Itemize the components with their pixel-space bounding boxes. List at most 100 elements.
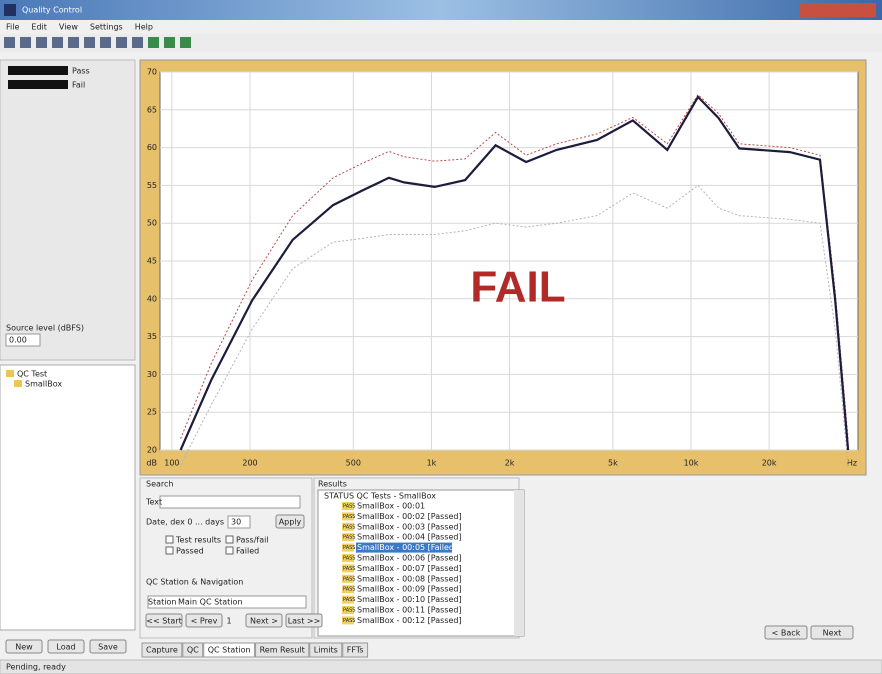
tab-label[interactable]: Limits [314,646,338,655]
result-item[interactable]: SmallBox - 00:03 [Passed] [357,522,462,531]
tab-label[interactable]: QC Station [208,646,251,655]
nav-button-label[interactable]: Next > [250,617,278,626]
status-text: PASS [343,566,355,572]
result-item[interactable]: SmallBox - 00:02 [Passed] [357,512,462,521]
y-tick-label: 45 [147,257,157,266]
checkbox[interactable] [225,535,234,544]
menu-item[interactable]: File [6,23,19,32]
result-item[interactable]: SmallBox - 00:09 [Passed] [357,585,462,594]
tab[interactable] [141,642,183,658]
result-item[interactable]: SmallBox - 00:11 [Passed] [357,606,462,615]
section-title: QC Station & Navigation [146,578,243,587]
tab[interactable] [342,642,369,658]
toolbar-icon[interactable] [4,37,15,48]
wizard-button[interactable] [764,625,808,640]
left-button[interactable] [89,639,127,654]
nav-button[interactable] [185,613,223,628]
nav-button[interactable] [285,613,323,628]
checkbox[interactable] [165,535,174,544]
toolbar-icon[interactable] [84,37,95,48]
wizard-button-label[interactable]: < Back [772,629,801,638]
menu-item[interactable]: View [59,23,78,32]
left-button-label[interactable]: Save [98,643,118,652]
level-input[interactable] [5,333,41,347]
tab-label[interactable]: Capture [146,646,178,655]
checkbox[interactable] [225,546,234,555]
result-item[interactable]: SmallBox - 00:12 [Passed] [357,616,462,625]
tab-label[interactable]: Rem Result [260,646,305,655]
tab[interactable] [203,642,256,658]
wizard-button-label[interactable]: Next [823,629,842,638]
checkbox-label[interactable]: Test results [175,536,221,545]
toolbar-icon[interactable] [180,37,191,48]
result-item[interactable]: SmallBox - 00:05 [Failed] [357,543,457,552]
series-line [180,184,849,466]
result-item[interactable]: SmallBox - 00:01 [357,502,425,511]
field-label: Station [148,598,176,607]
status-badge [342,585,354,594]
toolbar-icon[interactable] [116,37,127,48]
scrollbar[interactable] [514,490,524,636]
y-tick-label: 50 [147,219,157,228]
status-badge [342,606,354,614]
status-text: PASS [343,597,355,603]
nav-button[interactable] [145,613,183,628]
left-button[interactable] [5,639,43,654]
left-button-label[interactable]: New [15,643,33,652]
toolbar-icon[interactable] [52,37,63,48]
apply-button[interactable] [275,514,305,529]
toolbar-icon[interactable] [36,37,47,48]
tab-label[interactable]: FFTs [347,646,364,655]
nav-button[interactable] [245,613,283,628]
tab[interactable] [255,642,310,658]
result-item[interactable]: SmallBox - 00:06 [Passed] [357,554,462,563]
toolbar-icon[interactable] [100,37,111,48]
toolbar-icon[interactable] [68,37,79,48]
checkbox-label[interactable]: Passed [176,547,204,556]
toolbar-icon[interactable] [164,37,175,48]
tree-item[interactable]: SmallBox [25,380,62,389]
date-value[interactable]: 30 [231,518,241,527]
result-item[interactable]: SmallBox - 00:10 [Passed] [357,595,462,604]
date-input[interactable] [227,515,251,529]
selection [356,542,452,553]
tab[interactable] [182,642,204,658]
toolbar-icon[interactable] [20,37,31,48]
menu-item[interactable]: Settings [90,23,123,32]
tab[interactable] [309,642,343,658]
tab-label[interactable]: QC [187,646,199,655]
title-bar [0,0,882,20]
menu-item[interactable]: Help [135,23,153,32]
menu-item[interactable]: Edit [31,23,47,32]
checkbox-label[interactable]: Failed [236,547,259,556]
left-button-label[interactable]: Load [56,643,75,652]
result-item[interactable]: SmallBox - 00:07 [Passed] [357,564,462,573]
wizard-button[interactable] [810,625,854,640]
text-input[interactable] [159,495,301,509]
checkbox[interactable] [165,546,174,555]
results-root[interactable]: STATUS QC Tests - SmallBox [324,492,436,501]
toolbar-icon[interactable] [148,37,159,48]
left-button[interactable] [47,639,85,654]
toolbar-icon[interactable] [132,37,143,48]
status-text: PASS [343,514,355,520]
nav-button-label[interactable]: < Prev [191,617,218,626]
status-badge [342,543,354,552]
nav-button-label[interactable]: << Start [146,617,182,626]
checkbox-label[interactable]: Pass/fail [236,536,269,545]
window-controls[interactable] [800,3,876,17]
legend-label: Fail [72,81,85,90]
result-item[interactable]: SmallBox - 00:04 [Passed] [357,533,462,542]
series-line [179,95,850,451]
tree-item[interactable]: QC Test [17,370,47,379]
apply-button-label[interactable]: Apply [279,518,302,527]
station-select[interactable] [147,595,307,609]
nav-button-label[interactable]: Last >> [288,617,321,626]
level-value[interactable]: 0.00 [9,336,27,345]
result-item[interactable]: SmallBox - 00:08 [Passed] [357,574,462,583]
status-badge [342,522,354,531]
y-tick-label: 70 [147,68,157,77]
y-axis-label: dB [146,459,157,468]
select-value[interactable]: Main QC Station [178,598,243,607]
status-text: PASS [343,587,355,593]
